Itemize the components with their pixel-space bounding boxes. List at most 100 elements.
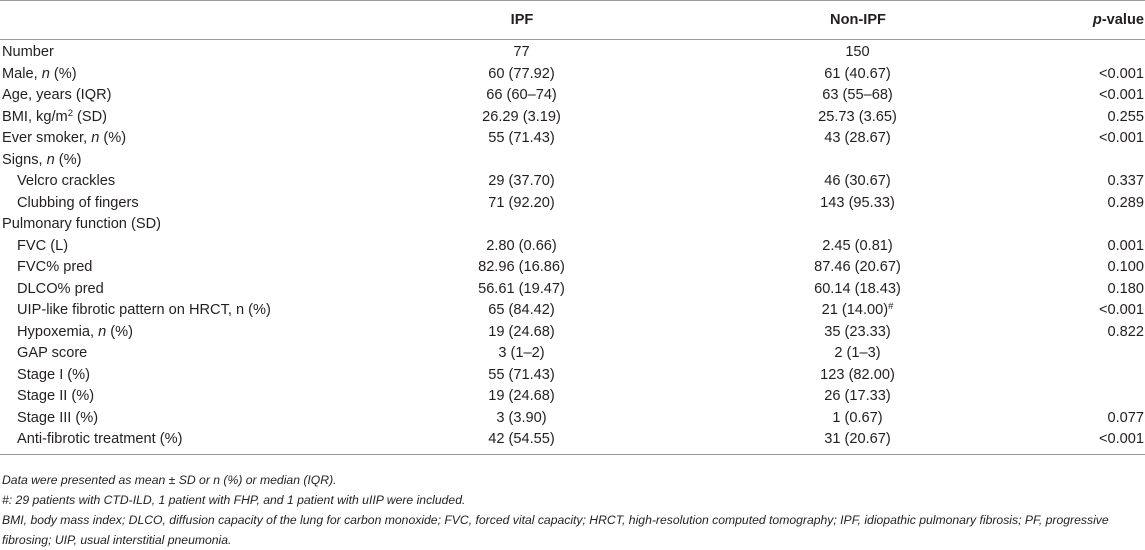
table-row: Hypoxemia, n (%) 19 (24.68) 35 (23.33) 0…	[0, 322, 1145, 344]
ipf-value: 82.96 (16.86)	[478, 259, 565, 275]
ipf-value: 71 (92.20)	[488, 194, 555, 211]
p-value: 0.100	[1107, 259, 1144, 275]
non-ipf-value	[683, 150, 1032, 172]
table-header-row: IPF Non-IPF p-value	[0, 0, 1145, 40]
table-row: Clubbing of fingers 71 (92.20) 143 (95.3…	[0, 193, 1145, 215]
table-row: Number 77 150	[0, 40, 1145, 64]
row-label: GAP score	[17, 345, 88, 361]
ipf-value: 77	[513, 44, 530, 60]
non-ipf-value: 61 (40.67)	[824, 65, 891, 82]
table-row: BMI, kg/m2 (SD) 26.29 (3.19) 25.73 (3.65…	[0, 107, 1145, 129]
ipf-value: 3 (3.90)	[496, 409, 547, 426]
row-label: Stage I (%)	[17, 366, 90, 383]
non-ipf-value: 2.45 (0.81)	[822, 237, 893, 254]
row-label: Anti-fibrotic treatment (%)	[0, 429, 360, 455]
ipf-value: 60 (77.92)	[488, 65, 555, 82]
p-value: 0.822	[1107, 323, 1144, 340]
table-row: Pulmonary function (SD)	[0, 214, 1145, 236]
row-label: Clubbing of fingers	[17, 194, 139, 211]
row-label: Signs, n (%)	[0, 150, 360, 172]
p-value	[1032, 365, 1145, 387]
row-label-text: Signs,	[2, 151, 47, 168]
non-ipf-value: 63 (55–68)	[822, 87, 893, 103]
non-ipf-value: 35 (23.33)	[824, 323, 891, 340]
row-label: Hypoxemia, n (%)	[0, 322, 360, 344]
p-value	[1032, 214, 1145, 236]
p-value	[1032, 343, 1145, 365]
row-label-italic: n	[98, 323, 107, 340]
ipf-value	[360, 150, 683, 172]
characteristics-table: IPF Non-IPF p-value Number 77 150 Male, …	[0, 0, 1145, 455]
row-label-suffix: (SD)	[72, 108, 108, 125]
p-value: <0.001	[1098, 65, 1144, 82]
ipf-value: 55 (71.43)	[488, 366, 555, 383]
non-ipf-value: 46 (30.67)	[824, 173, 891, 189]
p-value: 0.001	[1107, 237, 1144, 254]
table-row: Male, n (%) 60 (77.92) 61 (40.67) <0.001	[0, 64, 1145, 86]
ipf-value: 26.29 (3.19)	[482, 108, 561, 125]
row-label-italic: n	[41, 65, 50, 82]
ipf-value: 19 (24.68)	[488, 323, 555, 340]
footnote-data-presentation: Data were presented as mean ± SD or n (%…	[2, 473, 337, 487]
footnote-non-ipf-composition: #: 29 patients with CTD-ILD, 1 patient w…	[2, 493, 466, 507]
non-ipf-value: 21 (14.00)#	[683, 300, 1032, 322]
p-value: <0.001	[1098, 130, 1144, 146]
ipf-value: 66 (60–74)	[486, 87, 557, 103]
row-label: Velcro crackles	[17, 173, 116, 189]
row-label-italic: n	[91, 130, 100, 146]
non-ipf-value: 150	[845, 44, 870, 60]
p-value	[1032, 40, 1145, 64]
ipf-value: 65 (84.42)	[488, 302, 555, 318]
row-label-text: Hypoxemia,	[17, 323, 99, 340]
row-label-suffix: (%)	[99, 130, 127, 146]
non-ipf-value: 43 (28.67)	[824, 130, 891, 146]
p-value: 0.337	[1107, 173, 1144, 189]
ipf-value: 56.61 (19.47)	[478, 280, 565, 297]
table-row: Stage I (%) 55 (71.43) 123 (82.00)	[0, 365, 1145, 387]
footnote-marker: #	[888, 301, 894, 312]
ipf-value: 2.80 (0.66)	[486, 237, 557, 254]
row-label: DLCO% pred	[17, 280, 104, 297]
table-row: Age, years (IQR) 66 (60–74) 63 (55–68) <…	[0, 85, 1145, 107]
row-label: Male, n (%)	[0, 64, 360, 86]
table-row: GAP score 3 (1–2) 2 (1–3)	[0, 343, 1145, 365]
characteristics-table-container: IPF Non-IPF p-value Number 77 150 Male, …	[0, 0, 1145, 455]
header-p-italic: p	[1092, 12, 1102, 28]
row-label: Number	[2, 44, 54, 60]
p-value: <0.001	[1098, 302, 1144, 318]
table-row: Stage III (%) 3 (3.90) 1 (0.67) 0.077	[0, 408, 1145, 430]
table-footnotes: Data were presented as mean ± SD or n (%…	[2, 470, 1142, 550]
row-label: BMI, kg/m2 (SD)	[0, 107, 360, 129]
row-label-text: BMI, kg/m	[2, 108, 68, 125]
row-label-suffix: (%)	[49, 65, 77, 82]
row-label: FVC (L)	[17, 237, 69, 254]
ipf-value: 42 (54.55)	[360, 429, 683, 455]
non-ipf-value: 143 (95.33)	[820, 194, 895, 211]
row-label: Ever smoker, n (%)	[0, 128, 360, 150]
non-ipf-value: 25.73 (3.65)	[818, 108, 897, 125]
table-row: FVC% pred 82.96 (16.86) 87.46 (20.67) 0.…	[0, 257, 1145, 279]
table-row: Ever smoker, n (%) 55 (71.43) 43 (28.67)…	[0, 128, 1145, 150]
ipf-value: 55 (71.43)	[488, 130, 555, 146]
row-label: UIP-like fibrotic pattern on HRCT, n (%)	[17, 302, 271, 318]
table-row: Anti-fibrotic treatment (%) 42 (54.55) 3…	[0, 429, 1145, 455]
non-ipf-value	[683, 214, 1032, 236]
footnote-abbreviations: BMI, body mass index; DLCO, diffusion ca…	[2, 513, 1109, 547]
p-value: 0.255	[1107, 108, 1144, 125]
p-value	[1032, 386, 1145, 408]
header-ipf: IPF	[360, 0, 683, 40]
header-label	[0, 0, 360, 40]
table-row: UIP-like fibrotic pattern on HRCT, n (%)…	[0, 300, 1145, 322]
p-value: 0.077	[1107, 409, 1144, 426]
p-value	[1032, 150, 1145, 172]
p-value: <0.001	[1032, 429, 1145, 455]
row-label: FVC% pred	[17, 259, 93, 275]
non-ipf-value: 1 (0.67)	[832, 409, 883, 426]
row-label: Pulmonary function (SD)	[2, 216, 161, 232]
non-ipf-value: 31 (20.67)	[683, 429, 1032, 455]
ipf-value: 3 (1–2)	[498, 345, 545, 361]
non-ipf-value: 60.14 (18.43)	[814, 280, 901, 297]
row-label-superscript: 2	[67, 107, 73, 119]
non-ipf-value: 26 (17.33)	[824, 388, 891, 404]
non-ipf-value: 123 (82.00)	[820, 366, 895, 383]
